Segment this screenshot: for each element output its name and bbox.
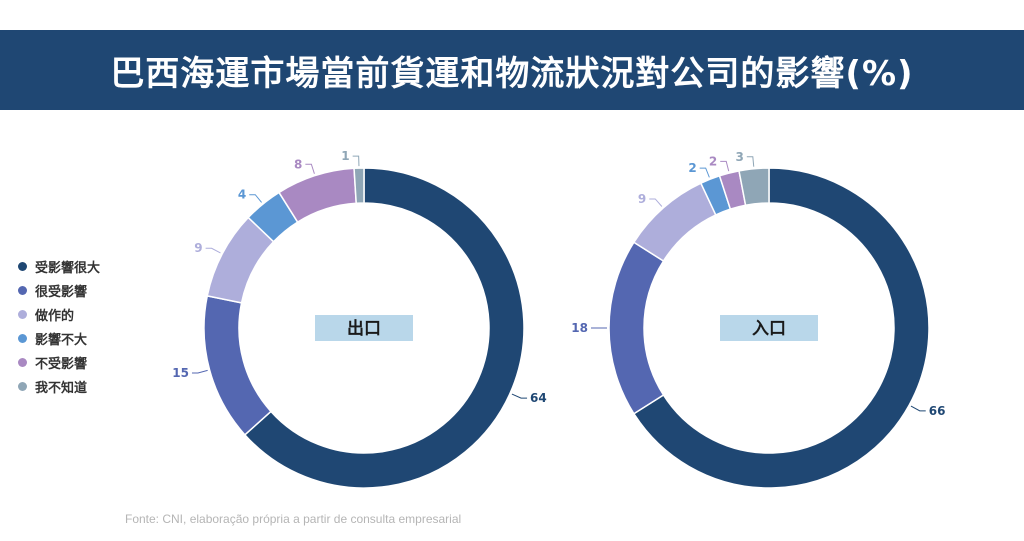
data-label: 2 (688, 161, 696, 175)
leader-line (746, 156, 755, 167)
chart-center-title: 出口 (347, 318, 381, 339)
leader-line (720, 160, 730, 172)
data-label: 3 (735, 150, 743, 164)
leader-line (249, 194, 262, 203)
legend-item: 影響不大 (18, 326, 100, 350)
data-label: 8 (294, 157, 302, 171)
legend-label: 受影響很大 (35, 260, 101, 276)
chart-title: 巴西海運市場當前貨運和物流狀況對公司的影響(%) (110, 53, 914, 94)
title-bar: 巴西海運市場當前貨運和物流狀況對公司的影響(%) (0, 30, 1024, 110)
legend-label: 我不知道 (35, 380, 88, 396)
data-label: 4 (238, 188, 246, 202)
legend-dot (18, 357, 27, 367)
legend-item: 不受影響 (18, 350, 100, 374)
legend-item: 做作的 (18, 302, 100, 326)
data-label: 1 (341, 149, 349, 163)
center-label-box (315, 315, 413, 341)
legend-label: 很受影響 (35, 284, 88, 300)
legend-label: 不受影響 (35, 356, 88, 372)
leader-line (305, 163, 315, 174)
legend-dot (18, 333, 27, 343)
donut-slice (632, 167, 930, 489)
data-label: 64 (530, 391, 547, 405)
leader-line (511, 393, 528, 399)
leader-line (205, 247, 221, 254)
legend-dot (18, 285, 27, 295)
legend-label: 影響不大 (35, 332, 88, 348)
legend-item: 受影響很大 (18, 254, 100, 278)
donut-slice (203, 294, 272, 436)
leader-line (699, 167, 710, 178)
legend-label: 做作的 (35, 308, 75, 324)
leader-line (191, 369, 208, 374)
legend-dot (18, 309, 27, 319)
chart-center-title: 入口 (752, 319, 786, 339)
legend: 受影響很大 很受影響 做作的 影響不大 不受影響 我不知道 (18, 254, 100, 398)
donut-slice (738, 167, 770, 207)
data-label: 18 (571, 321, 588, 335)
center-label-box (720, 315, 818, 341)
data-label: 9 (638, 192, 646, 206)
data-label: 2 (709, 154, 717, 168)
source-note: Fonte: CNI, elaboração própria a partir … (125, 512, 462, 526)
legend-dot (18, 381, 27, 391)
legend-item: 我不知道 (18, 374, 100, 398)
donut-slice (243, 167, 525, 489)
donut-slice (353, 167, 365, 205)
legend-item: 很受影響 (18, 278, 100, 302)
leader-line (352, 155, 360, 167)
donut-slice (608, 241, 665, 415)
data-label: 66 (929, 404, 946, 418)
data-label: 15 (172, 366, 189, 380)
legend-dot (18, 261, 27, 271)
data-label: 9 (194, 241, 202, 255)
leader-line (910, 405, 926, 412)
leader-line (649, 198, 663, 207)
